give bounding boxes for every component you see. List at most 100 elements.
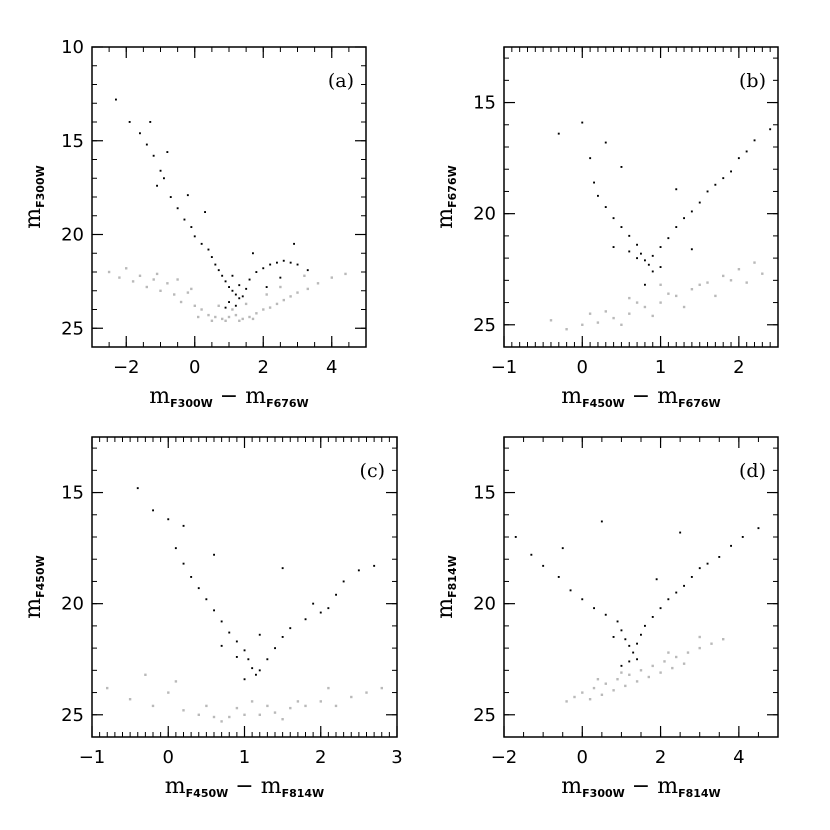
x-tick-label: 0 — [577, 357, 588, 378]
data-point — [248, 278, 251, 281]
data-point — [312, 602, 315, 605]
data-point — [730, 544, 732, 547]
data-point — [221, 317, 224, 321]
data-point — [182, 524, 185, 527]
data-point — [125, 267, 128, 270]
data-point — [600, 693, 604, 696]
y-tick-label: 25 — [61, 705, 84, 726]
data-point — [722, 638, 725, 641]
data-point — [616, 678, 619, 681]
data-point — [330, 276, 333, 279]
data-point — [319, 611, 322, 614]
data-point — [604, 310, 607, 313]
data-point — [530, 553, 533, 556]
data-point — [327, 686, 330, 690]
x-tick-label: 2 — [258, 357, 269, 378]
data-point — [304, 618, 307, 621]
data-point — [640, 252, 642, 255]
data-point — [296, 291, 299, 294]
data-point — [212, 715, 216, 719]
data-point — [604, 206, 607, 208]
data-point — [729, 279, 733, 282]
x-tick-label: 4 — [733, 747, 744, 768]
data-point — [174, 547, 177, 550]
data-point — [675, 655, 678, 659]
y-axis-label: mF814W — [433, 555, 459, 618]
data-point — [612, 246, 615, 248]
data-point — [667, 598, 670, 601]
data-point — [682, 305, 686, 309]
x-tick-label: −2 — [491, 747, 518, 768]
data-point — [244, 302, 248, 306]
data-point — [234, 313, 238, 317]
x-tick-label: 0 — [577, 747, 588, 768]
data-point — [156, 184, 158, 187]
data-point — [224, 319, 227, 322]
data-point — [179, 300, 183, 304]
data-point — [565, 700, 568, 703]
data-point — [718, 556, 721, 558]
data-point — [193, 235, 196, 238]
data-point — [228, 631, 231, 634]
data-point — [722, 274, 725, 278]
data-point — [651, 616, 654, 618]
data-point — [228, 286, 230, 288]
data-point — [234, 293, 237, 296]
data-point — [235, 656, 238, 658]
data-point — [357, 569, 360, 572]
data-point — [296, 263, 299, 266]
data-point — [217, 269, 220, 272]
y-tick-label: 15 — [473, 483, 496, 504]
data-point — [151, 704, 155, 708]
data-point — [238, 319, 241, 322]
data-point — [542, 564, 545, 567]
data-point — [753, 139, 756, 142]
data-point — [690, 248, 693, 251]
data-point — [581, 323, 584, 326]
data-point — [275, 302, 279, 306]
y-axis-label: mF300W — [21, 165, 47, 228]
y-tick-label: 20 — [473, 594, 496, 615]
data-point — [182, 709, 185, 712]
data-point — [128, 121, 131, 123]
data-point — [289, 295, 292, 298]
plot-frame — [503, 46, 779, 348]
data-point — [279, 285, 282, 289]
data-point — [380, 686, 383, 690]
data-point — [213, 609, 215, 612]
data-point — [231, 274, 234, 277]
data-point — [210, 319, 214, 322]
x-axis-label: mF300W − mF676W — [149, 384, 308, 410]
data-point — [683, 217, 685, 220]
data-point — [166, 151, 169, 153]
data-point — [252, 252, 254, 255]
data-point — [281, 567, 284, 570]
data-point — [282, 259, 285, 262]
data-point — [335, 593, 337, 596]
data-point — [213, 553, 215, 556]
data-point — [138, 274, 142, 277]
data-point — [596, 678, 600, 681]
data-point — [636, 642, 638, 645]
x-axis-label: mF450W − mF676W — [561, 384, 720, 410]
data-point — [557, 576, 560, 578]
data-point — [281, 718, 284, 721]
data-point — [628, 234, 631, 237]
data-point — [174, 680, 178, 683]
data-point — [706, 281, 709, 284]
x-tick-label: 3 — [391, 747, 402, 768]
data-point — [514, 536, 517, 538]
data-point — [231, 308, 234, 311]
data-point — [667, 651, 670, 654]
data-point — [632, 651, 635, 654]
data-point — [262, 267, 265, 270]
data-point — [273, 711, 277, 714]
data-point — [316, 282, 320, 285]
data-point — [679, 531, 682, 534]
data-point — [241, 317, 244, 321]
data-point — [757, 527, 760, 530]
data-point — [255, 673, 257, 676]
data-point — [635, 301, 639, 304]
data-point — [183, 218, 186, 221]
data-point — [281, 636, 284, 638]
